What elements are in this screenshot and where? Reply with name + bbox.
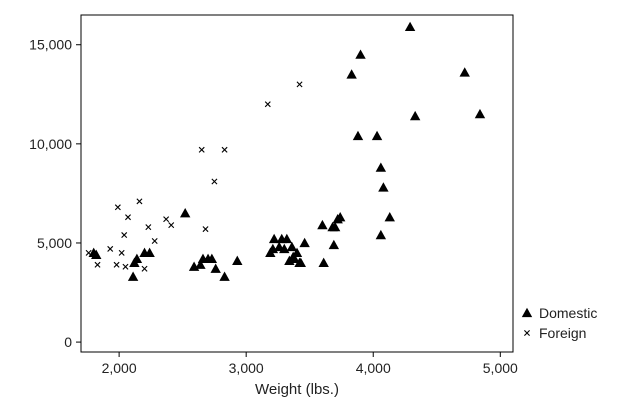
domestic-point (289, 253, 300, 263)
foreign-point (211, 178, 218, 185)
domestic-point (219, 271, 230, 281)
foreign-point (114, 204, 121, 211)
foreign-point-stroke (125, 214, 132, 221)
foreign-point-stroke (221, 146, 228, 153)
foreign-point (113, 261, 120, 268)
foreign-point (121, 232, 128, 239)
foreign-point-stroke (118, 249, 125, 256)
domestic-point (295, 257, 307, 267)
x-tick-label: 4,000 (356, 360, 391, 376)
foreign-point-stroke (113, 261, 120, 268)
foreign-point-stroke (141, 265, 148, 272)
domestic-point (375, 229, 387, 240)
domestic-point (404, 21, 416, 32)
legend-triangle-icon (521, 307, 533, 318)
x-tick-label: 2,000 (102, 360, 137, 376)
domestic-point (317, 219, 328, 230)
domestic-point (352, 130, 364, 141)
domestic-point (232, 255, 243, 265)
domestic-point (355, 49, 366, 59)
foreign-point (151, 237, 158, 244)
x-axis-title: Weight (lbs.) (255, 381, 339, 398)
domestic-point (409, 110, 421, 121)
foreign-point-stroke (264, 101, 271, 108)
y-axis: 0 5,000 10,000 15,000 (29, 37, 81, 350)
foreign-point (136, 198, 143, 205)
domestic-point (299, 237, 310, 248)
foreign-point (202, 226, 209, 233)
domestic-point (346, 69, 357, 79)
foreign-point-stroke (145, 224, 152, 231)
domestic-point (268, 233, 280, 244)
domestic-point (318, 257, 329, 267)
domestic-point (127, 271, 139, 281)
y-tick-label: 0 (64, 334, 72, 350)
domestic-point (91, 249, 102, 260)
domestic-point (329, 221, 341, 232)
foreign-point (296, 81, 303, 88)
y-tick-label: 10,000 (29, 136, 72, 152)
domestic-point (286, 241, 298, 252)
foreign-point-stroke (121, 232, 128, 239)
foreign-point-stroke (168, 222, 175, 229)
foreign-point (168, 222, 175, 229)
foreign-point (107, 245, 114, 252)
foreign-point-stroke (132, 259, 139, 266)
domestic-point (131, 253, 143, 263)
foreign-point (118, 249, 125, 256)
domestic-point (195, 259, 206, 269)
foreign-point (122, 263, 129, 270)
legend: Domestic Foreign (521, 305, 597, 341)
x-axis: 2,000 3,000 4,000 5,000 (102, 352, 518, 376)
foreign-point (264, 101, 271, 108)
foreign-point-stroke (136, 198, 143, 205)
domestic-point (291, 247, 303, 258)
foreign-point-stroke (122, 263, 129, 270)
y-tick-label: 5,000 (37, 235, 72, 251)
foreign-point-stroke (211, 178, 218, 185)
foreign-point-stroke (202, 226, 209, 233)
foreign-point-stroke (163, 216, 170, 223)
legend-x-icon-stroke (524, 330, 530, 336)
foreign-point-stroke (296, 81, 303, 88)
foreign-point (163, 216, 170, 223)
domestic-point (144, 247, 155, 258)
foreign-point (125, 214, 132, 221)
foreign-point-stroke (85, 249, 92, 256)
domestic-point (210, 263, 221, 273)
foreign-point-stroke (151, 237, 158, 244)
domestic-point (328, 239, 340, 250)
foreign-point (132, 259, 139, 266)
domestic-point (474, 108, 486, 119)
foreign-point (198, 146, 205, 153)
domestic-point (335, 212, 346, 222)
foreign-point-stroke (198, 146, 205, 153)
domestic-point (375, 162, 387, 172)
foreign-point (85, 249, 92, 256)
domestic-point (459, 67, 470, 77)
foreign-point-stroke (114, 204, 121, 211)
foreign-point (141, 265, 148, 272)
foreign-point (145, 224, 152, 231)
plot-frame (80, 14, 514, 353)
domestic-point (206, 253, 218, 263)
domestic-point (384, 212, 395, 222)
data-points (85, 21, 486, 281)
legend-x-icon (524, 330, 530, 336)
foreign-point (221, 146, 228, 153)
foreign-point (94, 261, 101, 268)
domestic-point (371, 130, 383, 141)
domestic-point (281, 233, 293, 244)
legend-label: Foreign (539, 325, 586, 341)
foreign-point-stroke (107, 245, 114, 252)
y-tick-label: 15,000 (29, 37, 72, 53)
x-tick-label: 5,000 (483, 360, 518, 376)
domestic-point (279, 243, 290, 254)
legend-label: Domestic (539, 305, 597, 321)
foreign-point-stroke (94, 261, 101, 268)
x-tick-label: 3,000 (229, 360, 264, 376)
domestic-point (378, 182, 389, 192)
domestic-point (179, 208, 191, 218)
